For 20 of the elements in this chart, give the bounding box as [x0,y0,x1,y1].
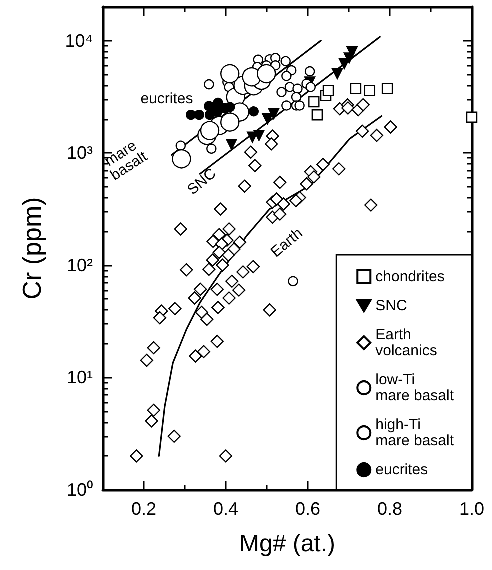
x-tick-label: 1.0 [459,499,485,519]
legend-label: high-Ti mare basalt [376,416,455,450]
y-tick-label: 10¹ [66,368,94,388]
y-tick-label: 10⁴ [65,30,93,51]
legend-label: Earth volcanics [376,326,438,360]
y-tick-label: 10⁰ [66,480,93,500]
annotation: eucrites [140,90,194,108]
x-axis-title: Mg# (at.) [239,530,336,558]
legend-label: SNC [376,298,408,314]
x-tick-label: 0.2 [131,499,157,519]
annotation: SNC [184,165,220,199]
y-tick-label: 10² [66,255,94,276]
legend-label: chondrites [376,268,445,286]
y-tick-label: 10³ [66,143,94,164]
legend-label: eucrites [376,462,428,478]
legend-label: low-Ti mare basalt [376,372,455,404]
x-tick-label: 0.8 [377,499,403,519]
x-tick-label: 0.4 [213,499,239,519]
x-tick-label: 0.6 [295,499,321,519]
y-axis-title: Cr (ppm) [17,197,47,300]
